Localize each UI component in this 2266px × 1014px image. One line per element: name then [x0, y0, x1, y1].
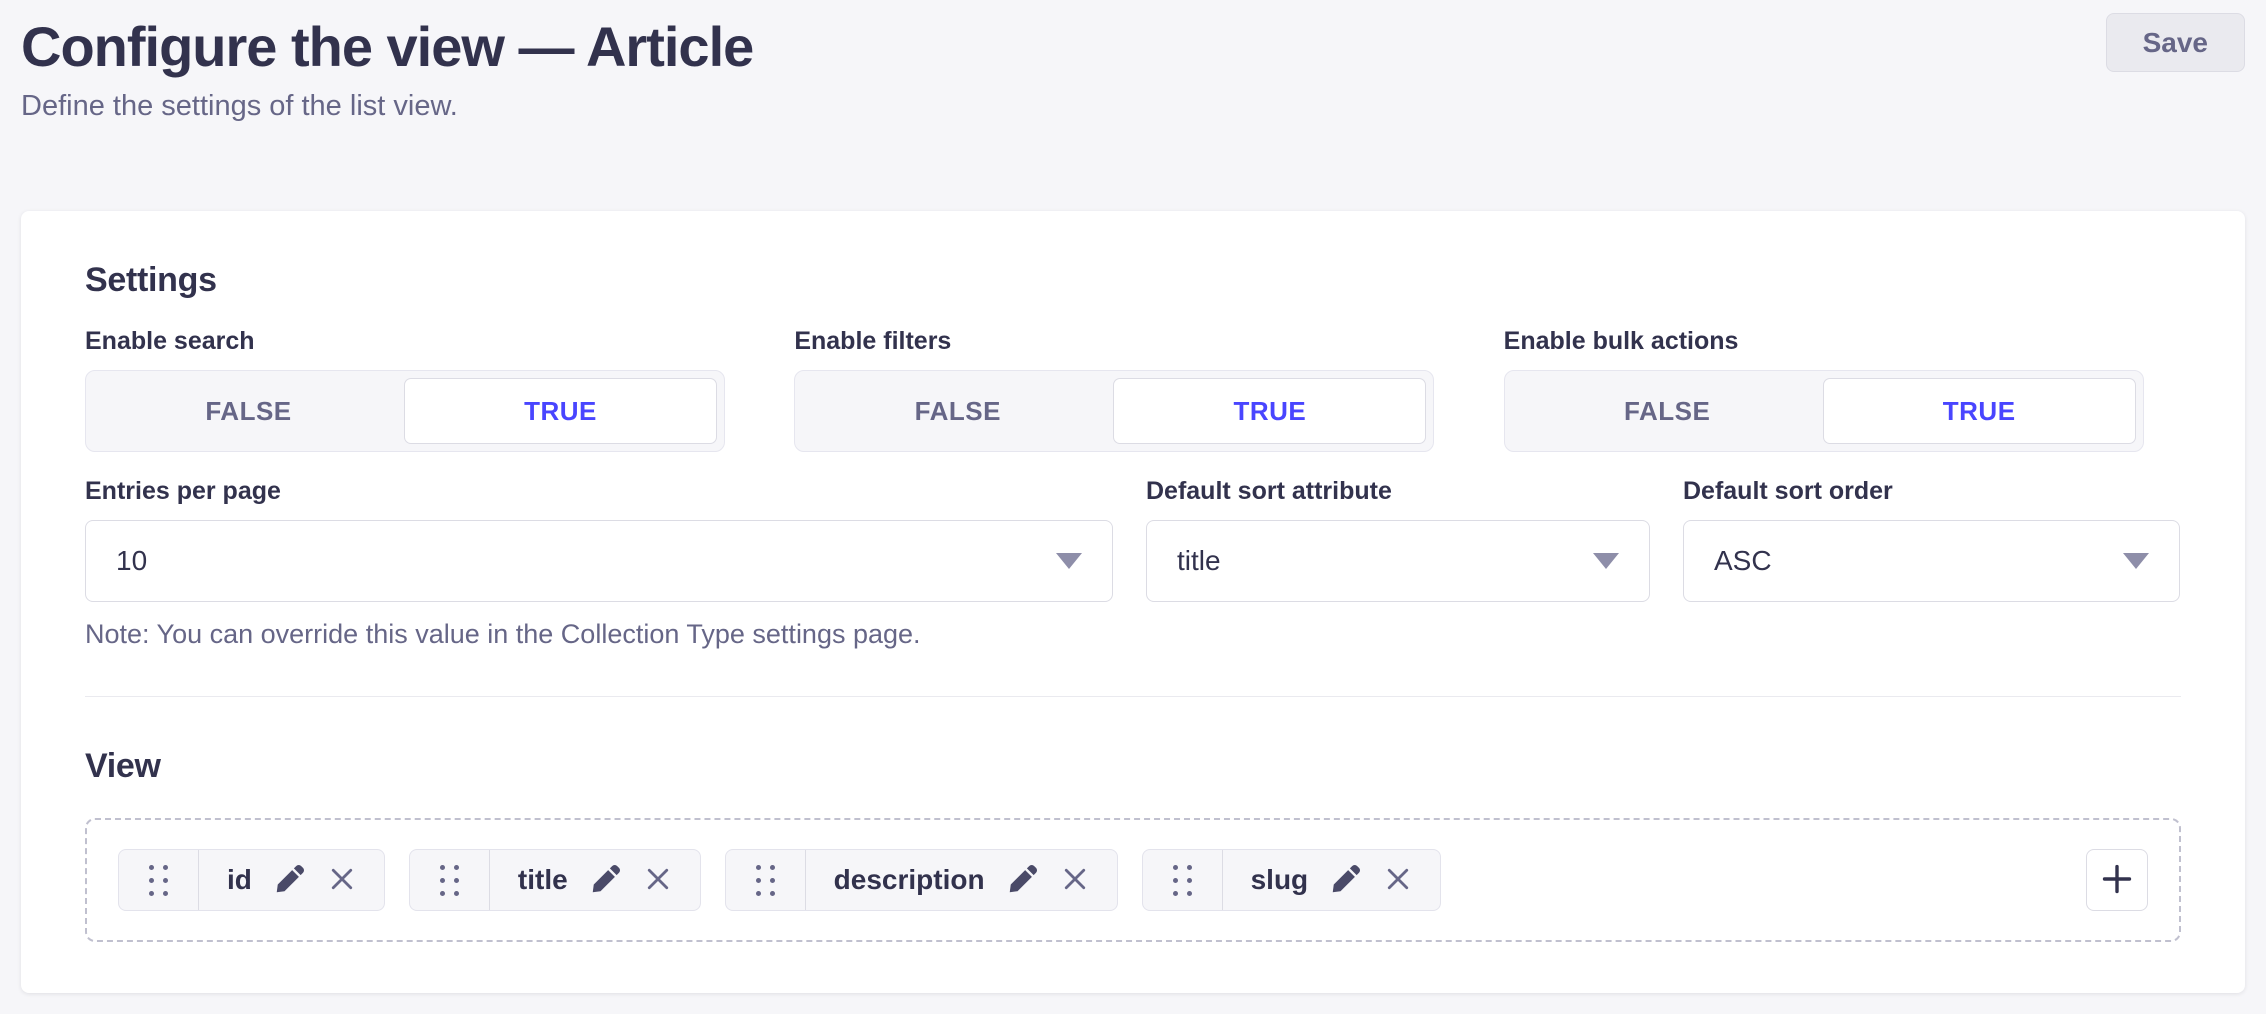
- entries-per-page-field: Entries per page 10 Note: You can overri…: [85, 476, 1113, 650]
- edit-field-button[interactable]: [590, 863, 622, 898]
- enable-search-true-option[interactable]: TRUE: [404, 378, 717, 444]
- field-chip-id: id: [118, 849, 385, 911]
- enable-bulk-actions-false-option[interactable]: FALSE: [1624, 395, 1711, 426]
- default-sort-attribute-value: title: [1177, 545, 1221, 576]
- field-chip-description: description: [724, 849, 1118, 911]
- remove-field-button[interactable]: [644, 865, 672, 896]
- close-icon: [1061, 865, 1089, 896]
- default-sort-order-label: Default sort order: [1683, 477, 1893, 505]
- pencil-icon: [274, 863, 306, 898]
- section-divider: [85, 696, 2181, 697]
- remove-field-button[interactable]: [1384, 865, 1412, 896]
- page-title: Configure the view — Article: [21, 15, 754, 78]
- default-sort-attribute-select[interactable]: title: [1146, 520, 1650, 602]
- drag-handle-icon[interactable]: [119, 850, 199, 910]
- field-chip-slug: slug: [1141, 849, 1442, 911]
- entries-per-page-value: 10: [116, 545, 148, 576]
- edit-field-button[interactable]: [274, 863, 306, 898]
- select-row: Entries per page 10 Note: You can overri…: [85, 476, 2181, 650]
- enable-filters-true-option[interactable]: TRUE: [1113, 378, 1427, 444]
- enable-bulk-actions-true-option[interactable]: TRUE: [1822, 378, 2136, 444]
- remove-field-button[interactable]: [328, 865, 356, 896]
- chevron-down-icon: [1593, 553, 1619, 569]
- enable-bulk-actions-field: Enable bulk actions FALSE TRUE: [1503, 326, 2181, 452]
- field-chip-label: description: [833, 864, 985, 895]
- pencil-icon: [590, 863, 622, 898]
- enable-filters-toggle: FALSE TRUE: [794, 370, 1435, 452]
- field-chip-label: title: [517, 864, 568, 895]
- toggle-row: Enable search FALSE TRUE Enable filters …: [85, 326, 2181, 452]
- field-chip-label: slug: [1250, 864, 1309, 895]
- enable-search-field: Enable search FALSE TRUE: [85, 326, 762, 452]
- chevron-down-icon: [2123, 553, 2149, 569]
- entries-per-page-label: Entries per page: [85, 477, 281, 505]
- close-icon: [1384, 865, 1412, 896]
- field-drop-zone: id title: [85, 818, 2181, 942]
- enable-filters-label: Enable filters: [794, 327, 952, 355]
- drag-handle-icon[interactable]: [410, 850, 490, 910]
- default-sort-order-value: ASC: [1714, 545, 1772, 576]
- enable-search-false-option[interactable]: FALSE: [205, 395, 292, 426]
- save-button[interactable]: Save: [2105, 13, 2245, 72]
- drag-handle-icon[interactable]: [1143, 850, 1223, 910]
- pencil-icon: [1330, 863, 1362, 898]
- enable-bulk-actions-label: Enable bulk actions: [1503, 327, 1739, 355]
- entries-per-page-select[interactable]: 10: [85, 520, 1113, 602]
- chevron-down-icon: [1056, 553, 1082, 569]
- close-icon: [328, 865, 356, 896]
- remove-field-button[interactable]: [1061, 865, 1089, 896]
- enable-bulk-actions-toggle: FALSE TRUE: [1503, 370, 2144, 452]
- field-chip-title: title: [408, 849, 701, 911]
- page-header: Configure the view — Article Define the …: [21, 0, 2245, 123]
- edit-field-button[interactable]: [1330, 863, 1362, 898]
- pencil-icon: [1007, 863, 1039, 898]
- settings-card: Settings Enable search FALSE TRUE Enable…: [21, 211, 2245, 993]
- page-subtitle: Define the settings of the list view.: [21, 89, 458, 122]
- enable-filters-false-option[interactable]: FALSE: [914, 395, 1001, 426]
- entries-per-page-note: Note: You can override this value in the…: [85, 619, 921, 649]
- default-sort-order-field: Default sort order ASC: [1683, 476, 2180, 650]
- default-sort-order-select[interactable]: ASC: [1683, 520, 2180, 602]
- field-chip-label: id: [227, 864, 252, 895]
- enable-filters-field: Enable filters FALSE TRUE: [794, 326, 1471, 452]
- close-icon: [644, 865, 672, 896]
- view-section-heading: View: [85, 747, 161, 785]
- default-sort-attribute-label: Default sort attribute: [1146, 477, 1392, 505]
- settings-section-heading: Settings: [85, 261, 217, 299]
- drag-handle-icon[interactable]: [726, 850, 806, 910]
- default-sort-attribute-field: Default sort attribute title: [1146, 476, 1650, 650]
- edit-field-button[interactable]: [1007, 863, 1039, 898]
- enable-search-label: Enable search: [85, 327, 255, 355]
- enable-search-toggle: FALSE TRUE: [85, 370, 725, 452]
- add-field-button[interactable]: [2086, 849, 2148, 911]
- plus-icon: [2100, 862, 2134, 899]
